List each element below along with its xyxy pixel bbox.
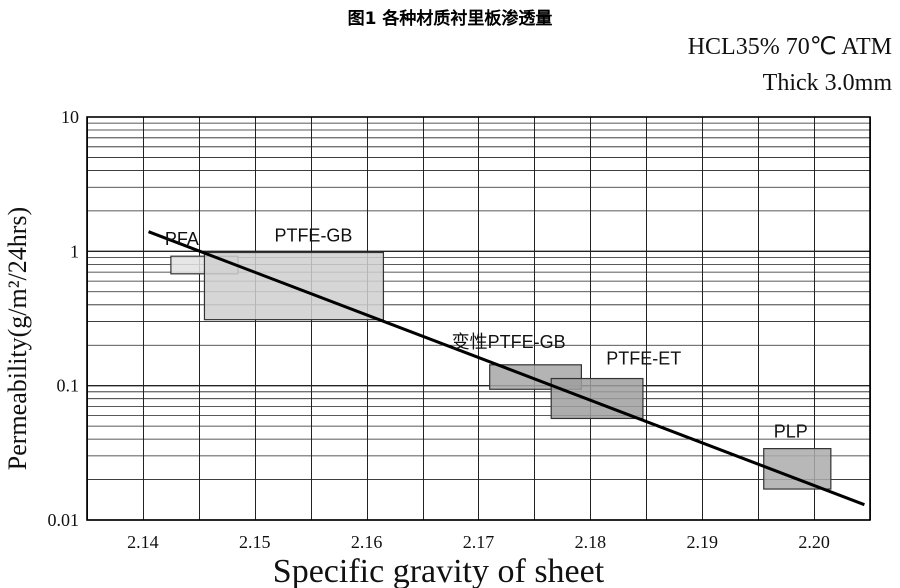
x-tick-label: 2.18	[575, 532, 607, 552]
sheet-thickness: Thick 3.0mm	[762, 70, 892, 96]
y-tick-label: 0.01	[48, 510, 80, 530]
y-tick-label: 0.1	[57, 376, 80, 396]
y-axis-label: Permeability(g/m²/24hrs)	[3, 207, 32, 470]
chart-title: 图1 各种材质衬里板渗透量	[347, 9, 553, 29]
region-label: PFA	[165, 229, 199, 249]
x-tick-label: 2.20	[798, 532, 830, 552]
x-tick-label: 2.15	[239, 532, 271, 552]
region-label: PTFE-ET	[606, 349, 681, 369]
region-4	[763, 448, 832, 490]
region-label: PTFE-GB	[274, 226, 352, 246]
x-tick-label: 2.19	[686, 532, 718, 552]
plot-border	[86, 116, 871, 521]
x-tick-label: 2.17	[463, 532, 495, 552]
y-tick-label: 10	[61, 107, 79, 127]
region-3	[550, 377, 644, 420]
region-label: PLP	[774, 422, 808, 442]
x-tick-label: 2.14	[127, 532, 159, 552]
y-tick-label: 1	[70, 241, 79, 261]
trend-line	[147, 230, 865, 507]
region-label: 变性PTFE-GB	[452, 332, 566, 352]
x-tick-label: 2.16	[351, 532, 383, 552]
chart-labels: 2.14 2.15 2.16 2.17 2.18 2.19 2.20 0.01 0.1 1 10 Sp…	[3, 107, 830, 588]
x-axis-label: Specific gravity of sheet	[273, 553, 605, 588]
plot-frame	[86, 116, 871, 521]
trend-line-group	[147, 230, 865, 507]
test-conditions: HCL35% 70℃ ATM	[687, 34, 892, 60]
